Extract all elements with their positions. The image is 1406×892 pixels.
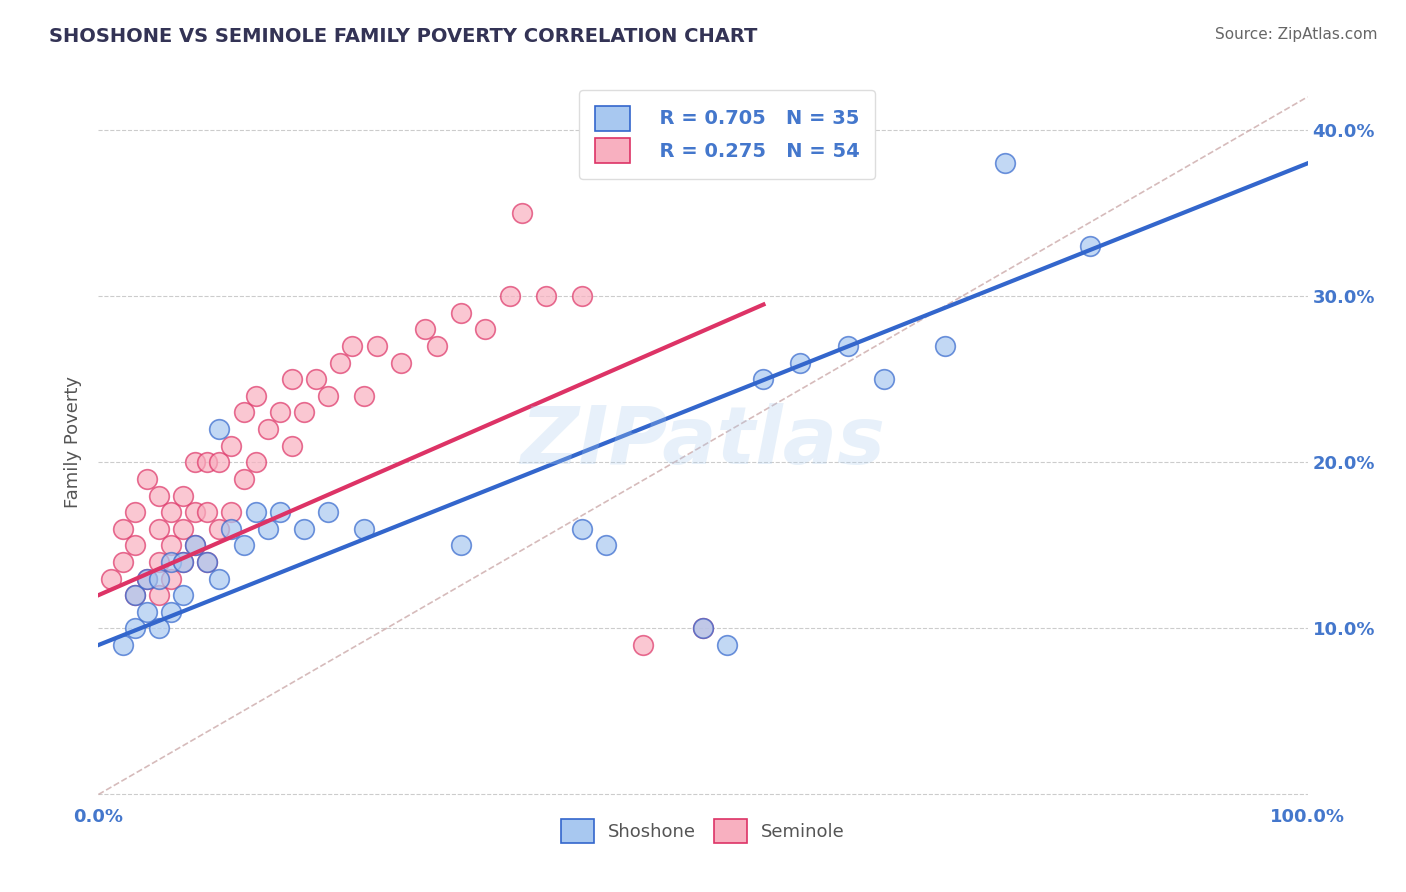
Point	[534, 289, 557, 303]
Point	[172, 489, 194, 503]
Point	[474, 322, 496, 336]
Point	[413, 322, 436, 336]
Point	[221, 522, 243, 536]
Point	[195, 455, 218, 469]
Point	[498, 289, 520, 303]
Point	[245, 505, 267, 519]
Point	[692, 621, 714, 635]
Point	[124, 588, 146, 602]
Point	[934, 339, 956, 353]
Point	[111, 522, 134, 536]
Point	[595, 538, 617, 552]
Point	[353, 389, 375, 403]
Point	[135, 572, 157, 586]
Point	[195, 555, 218, 569]
Point	[208, 455, 231, 469]
Point	[366, 339, 388, 353]
Point	[135, 605, 157, 619]
Point	[426, 339, 449, 353]
Point	[752, 372, 775, 386]
Point	[510, 206, 533, 220]
Point	[571, 522, 593, 536]
Point	[389, 356, 412, 370]
Point	[342, 339, 364, 353]
Point	[195, 505, 218, 519]
Point	[160, 505, 183, 519]
Point	[450, 538, 472, 552]
Point	[281, 439, 304, 453]
Point	[292, 405, 315, 419]
Text: SHOSHONE VS SEMINOLE FAMILY POVERTY CORRELATION CHART: SHOSHONE VS SEMINOLE FAMILY POVERTY CORR…	[49, 27, 758, 45]
Point	[256, 522, 278, 536]
Point	[245, 455, 267, 469]
Point	[353, 522, 375, 536]
Point	[124, 621, 146, 635]
Point	[135, 472, 157, 486]
Point	[221, 505, 243, 519]
Point	[329, 356, 352, 370]
Point	[450, 306, 472, 320]
Point	[124, 588, 146, 602]
Point	[292, 522, 315, 536]
Point	[160, 605, 183, 619]
Point	[305, 372, 328, 386]
Point	[111, 638, 134, 652]
Point	[172, 588, 194, 602]
Point	[148, 489, 170, 503]
Point	[148, 572, 170, 586]
Point	[692, 621, 714, 635]
Point	[789, 356, 811, 370]
Point	[281, 372, 304, 386]
Point	[221, 439, 243, 453]
Point	[245, 389, 267, 403]
Point	[873, 372, 896, 386]
Point	[232, 405, 254, 419]
Point	[716, 638, 738, 652]
Point	[172, 555, 194, 569]
Legend: Shoshone, Seminole: Shoshone, Seminole	[553, 810, 853, 852]
Point	[195, 555, 218, 569]
Point	[172, 555, 194, 569]
Point	[184, 455, 207, 469]
Point	[111, 555, 134, 569]
Point	[184, 538, 207, 552]
Point	[124, 505, 146, 519]
Point	[208, 522, 231, 536]
Point	[269, 505, 291, 519]
Point	[208, 572, 231, 586]
Point	[184, 505, 207, 519]
Point	[256, 422, 278, 436]
Point	[160, 538, 183, 552]
Point	[124, 538, 146, 552]
Point	[160, 555, 183, 569]
Text: ZIPatlas: ZIPatlas	[520, 402, 886, 481]
Point	[316, 505, 339, 519]
Point	[316, 389, 339, 403]
Point	[994, 156, 1017, 170]
Point	[148, 621, 170, 635]
Y-axis label: Family Poverty: Family Poverty	[65, 376, 83, 508]
Point	[837, 339, 859, 353]
Point	[232, 538, 254, 552]
Point	[135, 572, 157, 586]
Point	[148, 588, 170, 602]
Point	[148, 522, 170, 536]
Point	[269, 405, 291, 419]
Point	[571, 289, 593, 303]
Point	[232, 472, 254, 486]
Point	[208, 422, 231, 436]
Point	[148, 555, 170, 569]
Point	[184, 538, 207, 552]
Point	[1078, 239, 1101, 253]
Point	[100, 572, 122, 586]
Point	[631, 638, 654, 652]
Point	[160, 572, 183, 586]
Text: Source: ZipAtlas.com: Source: ZipAtlas.com	[1215, 27, 1378, 42]
Point	[172, 522, 194, 536]
